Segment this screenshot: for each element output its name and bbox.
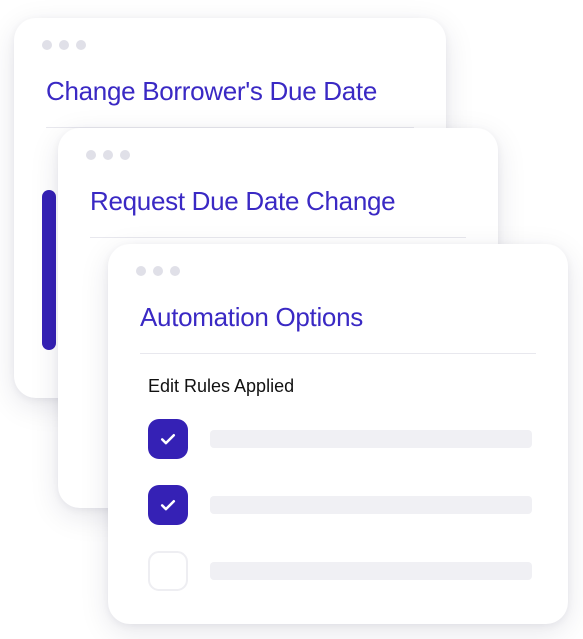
window-dot: [120, 150, 130, 160]
rules-applied-label: Edit Rules Applied: [108, 354, 568, 397]
rule-checkbox[interactable]: [148, 419, 188, 459]
divider: [90, 237, 466, 238]
window-dot: [59, 40, 69, 50]
card-title: Automation Options: [108, 276, 568, 333]
window-dot: [103, 150, 113, 160]
window-dot: [76, 40, 86, 50]
card-title: Request Due Date Change: [58, 160, 498, 217]
window-controls: [58, 128, 498, 160]
rule-placeholder: [210, 430, 532, 448]
window-dot: [136, 266, 146, 276]
check-icon: [158, 495, 178, 515]
window-dot: [42, 40, 52, 50]
window-controls: [108, 244, 568, 276]
window-controls: [14, 18, 446, 50]
card-stack: Change Borrower's Due Date Request Due D…: [0, 0, 583, 639]
rule-placeholder: [210, 496, 532, 514]
rule-checkbox[interactable]: [148, 551, 188, 591]
rule-row: [148, 551, 532, 591]
rule-checkbox[interactable]: [148, 485, 188, 525]
window-dot: [153, 266, 163, 276]
rule-placeholder: [210, 562, 532, 580]
check-icon: [158, 429, 178, 449]
rule-row: [148, 485, 532, 525]
card-title: Change Borrower's Due Date: [14, 50, 446, 107]
window-dot: [170, 266, 180, 276]
side-accent: [42, 190, 56, 350]
card-automation-options: Automation Options Edit Rules Applied: [108, 244, 568, 624]
window-dot: [86, 150, 96, 160]
rule-row: [148, 419, 532, 459]
rules-list: [108, 397, 568, 591]
